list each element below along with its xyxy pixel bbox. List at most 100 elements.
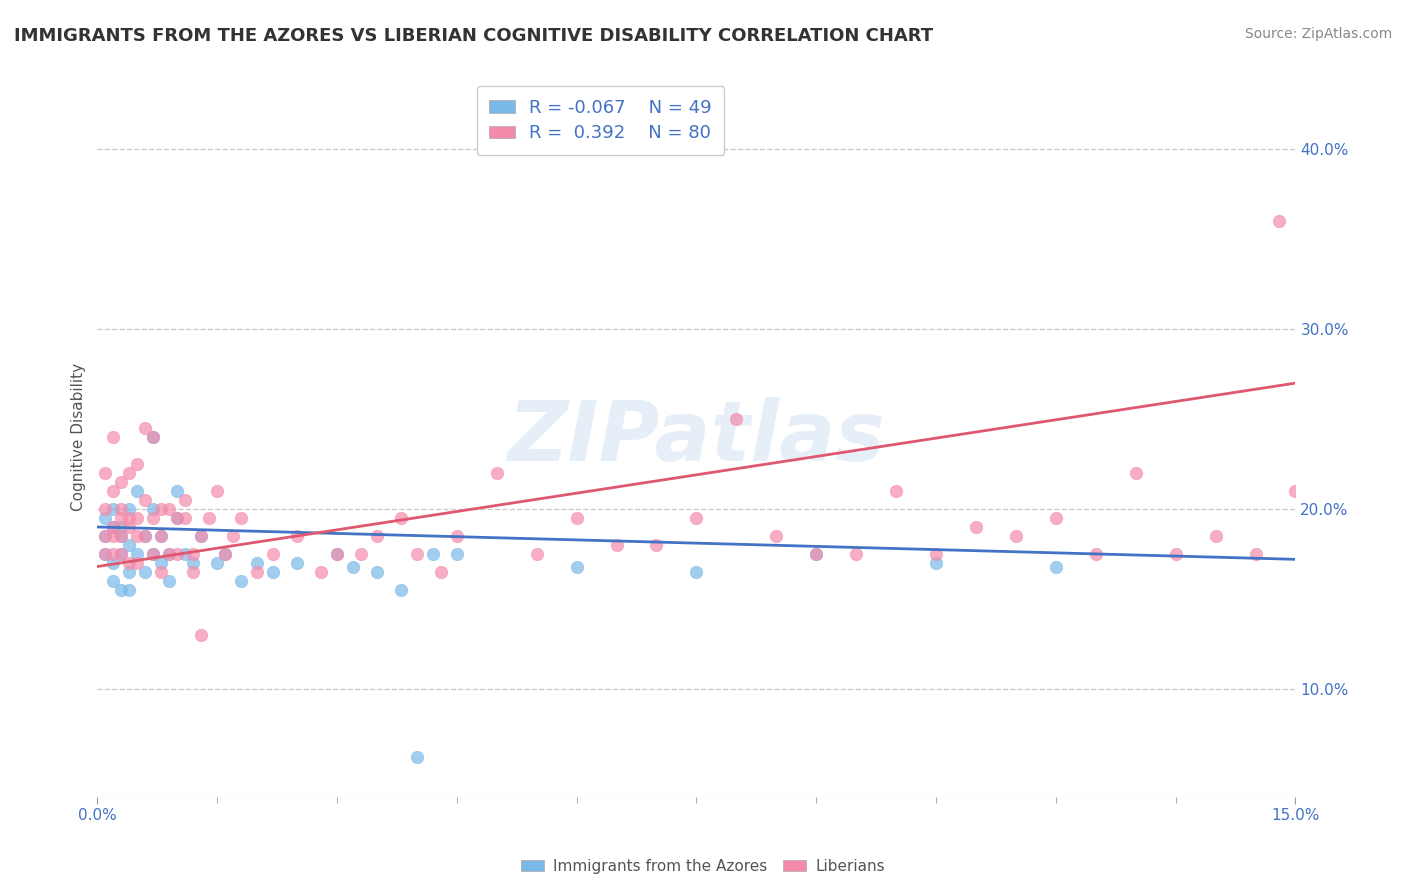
Point	[94, 466, 117, 480]
Point	[965, 520, 987, 534]
Point	[127, 556, 149, 570]
Point	[94, 547, 117, 561]
Point	[645, 538, 668, 552]
Point	[246, 565, 269, 579]
Point	[110, 502, 132, 516]
Point	[127, 457, 149, 471]
Point	[150, 565, 173, 579]
Point	[405, 547, 427, 561]
Point	[103, 520, 125, 534]
Point	[142, 547, 165, 561]
Point	[765, 529, 787, 543]
Point	[1045, 559, 1067, 574]
Point	[198, 511, 221, 525]
Point	[103, 483, 125, 498]
Point	[1284, 483, 1306, 498]
Point	[685, 565, 707, 579]
Point	[142, 430, 165, 444]
Point	[103, 502, 125, 516]
Point	[118, 511, 141, 525]
Point	[725, 412, 748, 426]
Point	[285, 529, 308, 543]
Point	[134, 565, 156, 579]
Point	[110, 582, 132, 597]
Point	[1164, 547, 1187, 561]
Point	[262, 565, 284, 579]
Point	[127, 483, 149, 498]
Point	[845, 547, 868, 561]
Point	[229, 574, 252, 588]
Point	[1084, 547, 1107, 561]
Point	[142, 511, 165, 525]
Point	[118, 565, 141, 579]
Point	[142, 547, 165, 561]
Point	[134, 421, 156, 435]
Point	[110, 547, 132, 561]
Point	[326, 547, 349, 561]
Point	[485, 466, 508, 480]
Point	[1268, 214, 1291, 228]
Point	[205, 483, 228, 498]
Point	[430, 565, 453, 579]
Point	[422, 547, 444, 561]
Point	[606, 538, 628, 552]
Point	[142, 502, 165, 516]
Point	[285, 556, 308, 570]
Point	[366, 565, 388, 579]
Point	[174, 547, 197, 561]
Legend: R = -0.067    N = 49, R =  0.392    N = 80: R = -0.067 N = 49, R = 0.392 N = 80	[477, 87, 724, 155]
Point	[190, 628, 212, 642]
Legend: Immigrants from the Azores, Liberians: Immigrants from the Azores, Liberians	[515, 853, 891, 880]
Point	[565, 559, 588, 574]
Point	[103, 547, 125, 561]
Point	[1125, 466, 1147, 480]
Point	[134, 529, 156, 543]
Point	[150, 502, 173, 516]
Point	[150, 529, 173, 543]
Point	[103, 574, 125, 588]
Point	[110, 529, 132, 543]
Point	[94, 529, 117, 543]
Point	[118, 582, 141, 597]
Text: IMMIGRANTS FROM THE AZORES VS LIBERIAN COGNITIVE DISABILITY CORRELATION CHART: IMMIGRANTS FROM THE AZORES VS LIBERIAN C…	[14, 27, 934, 45]
Point	[166, 511, 188, 525]
Point	[925, 547, 948, 561]
Point	[118, 466, 141, 480]
Point	[262, 547, 284, 561]
Point	[166, 547, 188, 561]
Point	[103, 520, 125, 534]
Point	[205, 556, 228, 570]
Point	[150, 529, 173, 543]
Point	[103, 529, 125, 543]
Point	[326, 547, 349, 561]
Point	[222, 529, 245, 543]
Point	[110, 475, 132, 489]
Point	[94, 502, 117, 516]
Point	[806, 547, 828, 561]
Point	[342, 559, 364, 574]
Point	[246, 556, 269, 570]
Point	[174, 511, 197, 525]
Point	[565, 511, 588, 525]
Point	[103, 556, 125, 570]
Point	[214, 547, 236, 561]
Point	[166, 483, 188, 498]
Point	[166, 511, 188, 525]
Point	[190, 529, 212, 543]
Point	[127, 529, 149, 543]
Point	[925, 556, 948, 570]
Point	[118, 520, 141, 534]
Point	[1301, 547, 1323, 561]
Y-axis label: Cognitive Disability: Cognitive Disability	[72, 363, 86, 511]
Point	[181, 547, 204, 561]
Point	[94, 529, 117, 543]
Point	[94, 511, 117, 525]
Point	[110, 547, 132, 561]
Point	[110, 529, 132, 543]
Point	[366, 529, 388, 543]
Point	[181, 556, 204, 570]
Point	[157, 574, 180, 588]
Point	[526, 547, 548, 561]
Point	[157, 547, 180, 561]
Point	[157, 502, 180, 516]
